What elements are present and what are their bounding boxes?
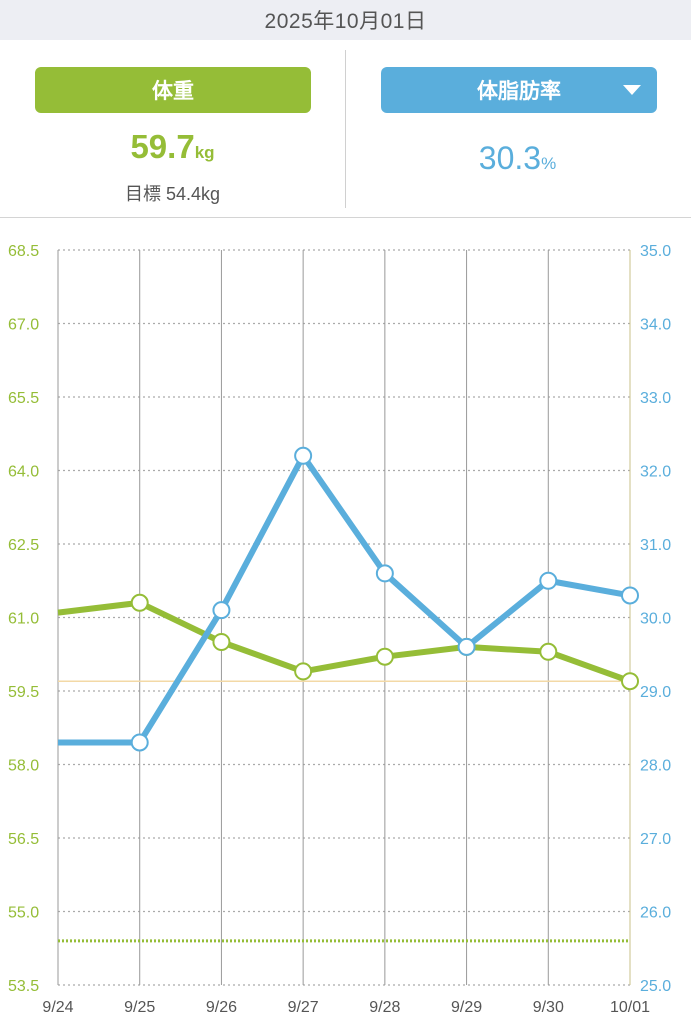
- body-fat-point: [294, 446, 313, 465]
- right-tick-label: 32.0: [640, 464, 671, 481]
- x-tick-label: 9/29: [451, 999, 482, 1016]
- right-tick-label: 29.0: [640, 684, 671, 701]
- left-tick-label: 58.0: [8, 758, 39, 775]
- weight-value: 59.7kg: [0, 128, 345, 166]
- left-tick-label: 55.0: [8, 905, 39, 922]
- weight-point: [294, 662, 313, 681]
- left-tick-label: 59.5: [8, 684, 39, 701]
- x-tick-label: 9/25: [124, 999, 155, 1016]
- body-fat-point: [621, 586, 639, 605]
- right-tick-label: 25.0: [640, 978, 671, 995]
- left-tick-label: 67.0: [8, 317, 39, 334]
- summary-panel: 体重 59.7kg 目標 54.4kg 体脂肪率 30.3%: [0, 40, 691, 218]
- right-tick-label: 31.0: [640, 537, 671, 554]
- date-header: 2025年10月01日: [0, 0, 691, 40]
- body-fat-unit: %: [541, 154, 557, 173]
- x-tick-label: 9/28: [369, 999, 400, 1016]
- body-fat-point: [375, 564, 394, 583]
- body-fat-point: [212, 601, 231, 620]
- weight-line: [57, 599, 632, 685]
- weight-point: [212, 633, 231, 651]
- body-fat-point: [539, 571, 558, 590]
- right-tick-label: 30.0: [640, 611, 671, 628]
- weight-fat-chart: 53.5 55.0 56.5 58.0 59.5 61.0 62.5 64.0 65.5 67.0…: [8, 243, 671, 1016]
- x-tick-label: 9/26: [206, 999, 237, 1016]
- weight-number: 59.7: [130, 128, 195, 165]
- x-tick-label: 9/24: [42, 999, 73, 1016]
- body-fat-line: [58, 452, 631, 746]
- body-fat-label: 体脂肪率: [477, 80, 561, 103]
- body-fat-point: [130, 733, 149, 752]
- right-tick-label: 33.0: [640, 390, 671, 407]
- body-fat-number: 30.3: [478, 140, 542, 176]
- left-tick-label: 61.0: [8, 611, 39, 628]
- left-tick-label: 53.5: [8, 978, 39, 995]
- right-tick-label: 26.0: [640, 905, 671, 922]
- left-tick-label: 56.5: [8, 831, 39, 848]
- weight-point: [375, 647, 394, 666]
- left-tick-label: 65.5: [8, 390, 39, 407]
- weight-button[interactable]: 体重: [35, 67, 311, 113]
- body-fat-point: [457, 637, 476, 656]
- right-tick-label: 27.0: [640, 831, 671, 848]
- body-fat-value: 30.3%: [345, 140, 690, 177]
- weight-unit: kg: [194, 143, 215, 162]
- left-tick-label: 62.5: [8, 537, 39, 554]
- right-tick-label: 28.0: [640, 758, 671, 775]
- body-fat-dropdown[interactable]: 体脂肪率: [381, 67, 657, 113]
- right-tick-label: 34.0: [640, 317, 671, 334]
- left-tick-label: 64.0: [8, 464, 39, 481]
- weight-point: [621, 672, 639, 691]
- weight-point: [539, 642, 558, 661]
- weight-point: [130, 593, 149, 612]
- right-tick-label: 35.0: [640, 243, 671, 260]
- x-tick-label: 9/27: [288, 999, 319, 1016]
- left-tick-label: 68.5: [8, 243, 39, 260]
- x-tick-label: 10/01: [610, 999, 650, 1016]
- triangle-down-icon: [623, 85, 641, 95]
- divider: [345, 50, 346, 208]
- goal-weight: 目標 54.4kg: [124, 184, 221, 204]
- x-tick-label: 9/30: [533, 999, 564, 1016]
